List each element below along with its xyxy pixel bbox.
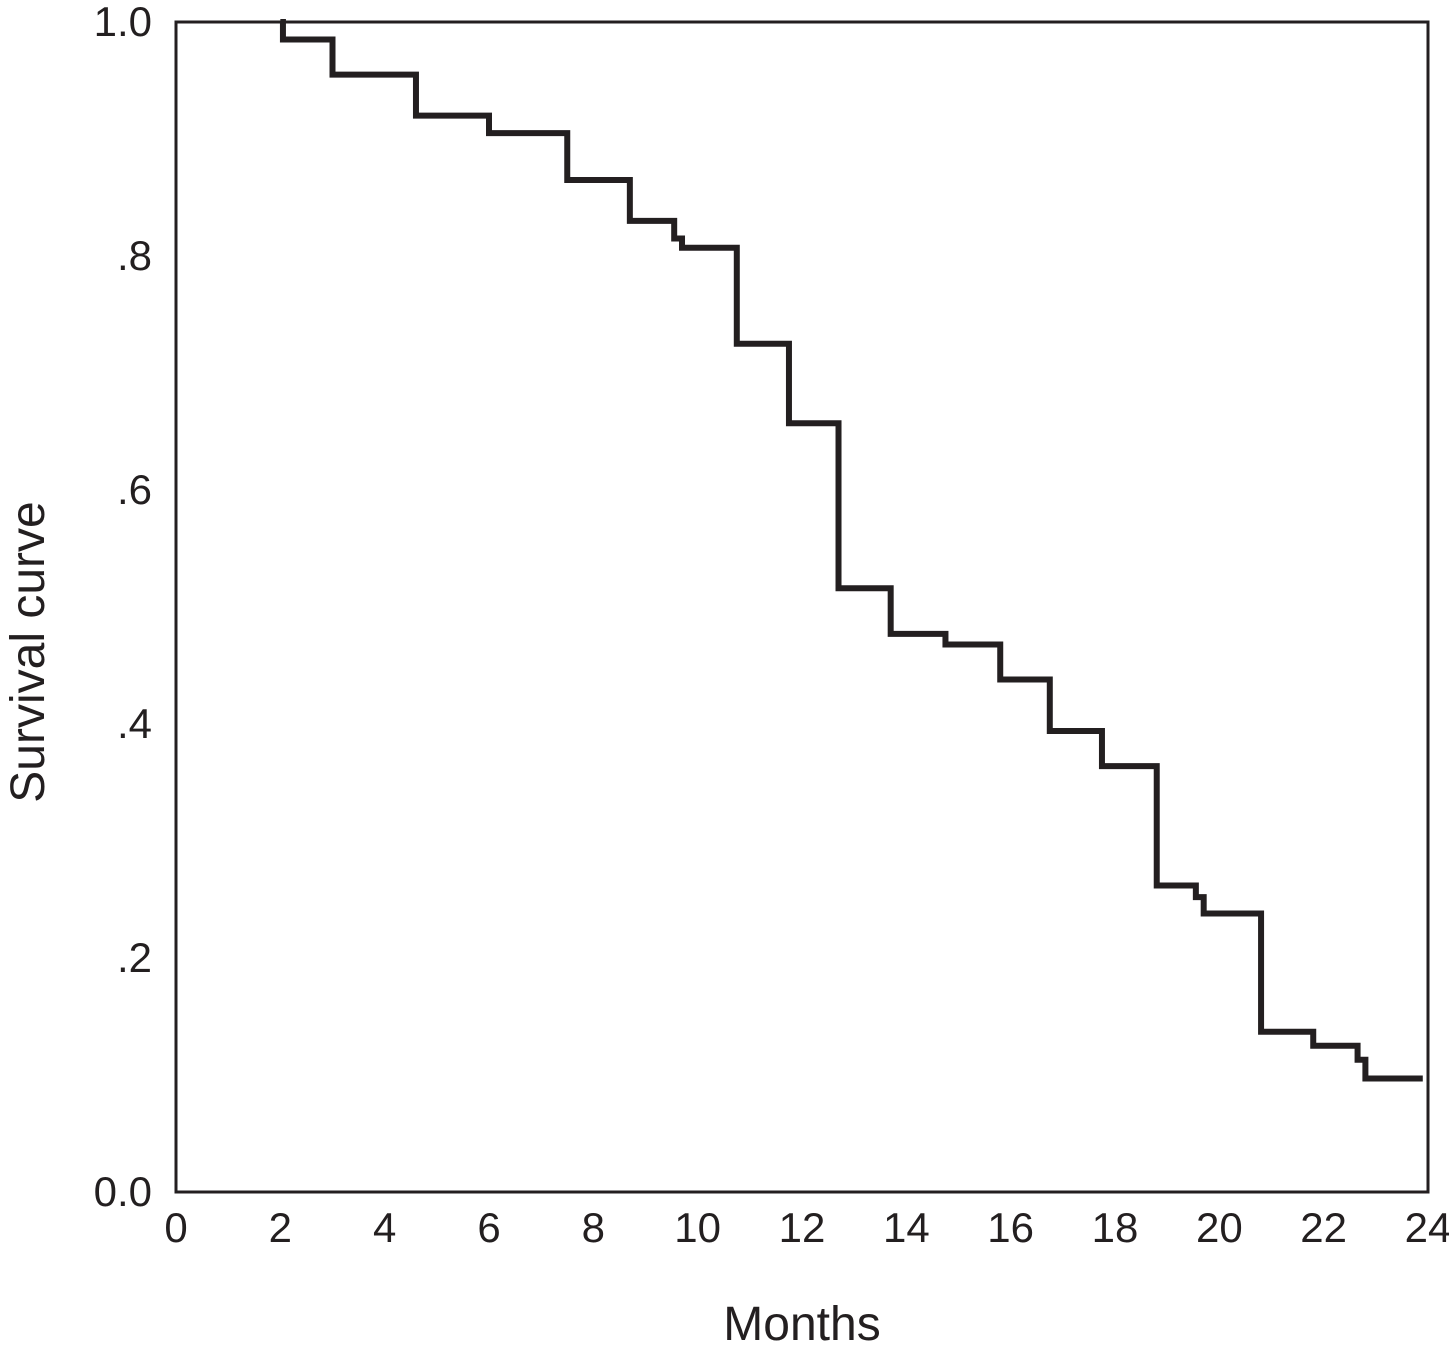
y-tick-label: .4: [117, 700, 152, 747]
y-tick-label: .6: [117, 466, 152, 513]
y-tick-label: 0.0: [94, 1168, 152, 1215]
survival-step-line: [279, 19, 1423, 1082]
y-tick-label: .8: [117, 232, 152, 279]
x-tick-label: 16: [987, 1204, 1034, 1251]
y-tick-label: .2: [117, 934, 152, 981]
x-tick-label: 20: [1196, 1204, 1243, 1251]
x-tick-label: 0: [164, 1204, 187, 1251]
x-tick-label: 2: [269, 1204, 292, 1251]
y-tick-label: 1.0: [94, 0, 152, 45]
x-tick-label: 24: [1405, 1204, 1449, 1251]
x-tick-label: 12: [779, 1204, 826, 1251]
x-tick-label: 6: [477, 1204, 500, 1251]
x-tick-label: 18: [1092, 1204, 1139, 1251]
x-tick-label: 4: [373, 1204, 396, 1251]
y-axis-title: Survival curve: [2, 501, 55, 802]
x-tick-label: 22: [1300, 1204, 1347, 1251]
x-axis-title: Months: [723, 1298, 880, 1351]
x-tick-label: 14: [883, 1204, 930, 1251]
x-tick-label: 10: [674, 1204, 721, 1251]
plot-frame: [174, 20, 1430, 1194]
x-tick-label: 8: [582, 1204, 605, 1251]
